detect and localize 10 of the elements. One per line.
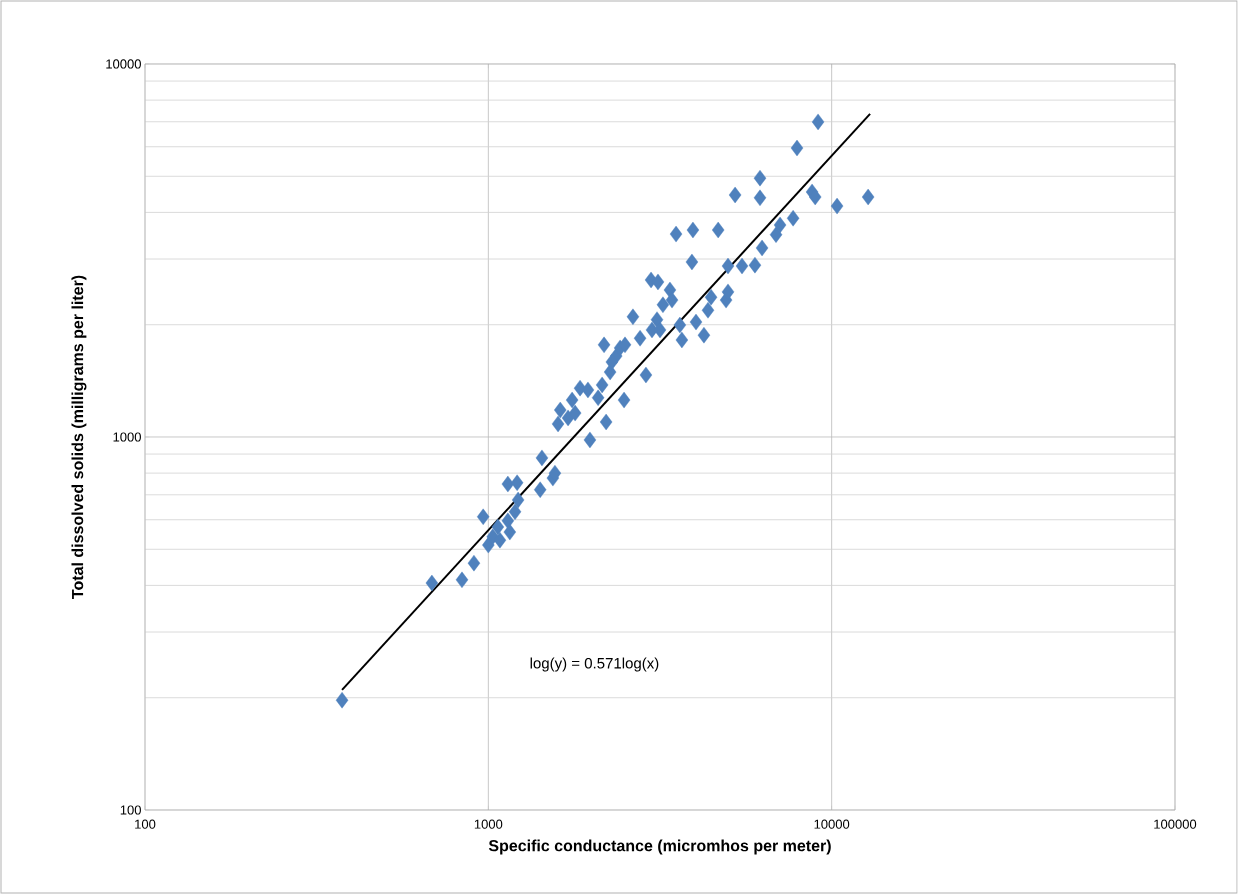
x-tick-label: 10000 xyxy=(814,819,850,829)
y-axis-title: Total dissolved solids (milligrams per liter) xyxy=(71,275,87,599)
x-tick-label: 100 xyxy=(135,819,156,829)
x-axis-title: Specific conductance (micromhos per meter) xyxy=(488,839,831,855)
y-tick-label: 1000 xyxy=(113,432,141,442)
x-tick-label: 1000 xyxy=(474,819,503,829)
y-tick-label: 100 xyxy=(120,805,141,815)
y-tick-label: 10000 xyxy=(106,59,141,69)
annotation: log(y) = 0.571log(x) xyxy=(530,657,659,672)
x-tick-label: 100000 xyxy=(1154,819,1197,829)
